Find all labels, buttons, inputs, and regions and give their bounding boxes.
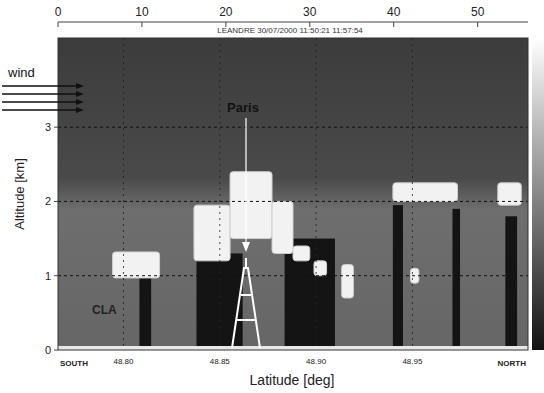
wind-arrow bbox=[2, 93, 80, 95]
y-axis-label: Altitude [km] bbox=[12, 158, 27, 230]
wind-arrow-head bbox=[76, 83, 84, 89]
plot-background bbox=[58, 38, 528, 350]
x-axis-label: Latitude [deg] bbox=[250, 372, 335, 388]
tick bbox=[54, 350, 58, 351]
tick-label: 2 bbox=[45, 195, 51, 207]
layer-label: CLA bbox=[92, 303, 117, 317]
tick bbox=[393, 22, 394, 27]
grid-line bbox=[58, 127, 528, 128]
title: LEANDRE 30/07/2000 11:50:21 11:57:54 bbox=[217, 26, 363, 35]
cloud-shadow bbox=[505, 216, 517, 350]
grid-line bbox=[123, 38, 124, 350]
north-label: NORTH bbox=[498, 359, 527, 368]
grid-line bbox=[58, 201, 528, 202]
wind-label: wind bbox=[7, 65, 35, 80]
tick bbox=[54, 201, 58, 202]
cloud bbox=[230, 172, 272, 239]
frame bbox=[58, 38, 528, 350]
cloud-shadow bbox=[285, 239, 335, 350]
cloud bbox=[194, 205, 230, 261]
tick-label: 48.95 bbox=[402, 357, 423, 366]
grid-line bbox=[58, 275, 528, 276]
tick-label: 48.85 bbox=[210, 357, 231, 366]
south-label: SOUTH bbox=[60, 359, 88, 368]
top-axis bbox=[58, 22, 528, 23]
city-label: Paris bbox=[227, 100, 259, 115]
tick-label: 10 bbox=[135, 5, 149, 19]
tick bbox=[54, 275, 58, 276]
cloud-shadow bbox=[393, 205, 403, 350]
cloud bbox=[113, 252, 160, 278]
plot-area bbox=[58, 172, 528, 350]
tick-label: 48.90 bbox=[306, 357, 327, 366]
tick-label: 1 bbox=[45, 270, 51, 282]
arrow bbox=[245, 118, 246, 250]
tick bbox=[477, 22, 478, 27]
cloud-shadow bbox=[139, 278, 151, 350]
tick-label: 0 bbox=[55, 5, 62, 19]
cloud bbox=[393, 183, 458, 202]
tick-label: 50 bbox=[471, 5, 485, 19]
wind-arrow-head bbox=[76, 107, 84, 113]
tick-label: 3 bbox=[45, 121, 51, 133]
wind-arrow bbox=[2, 85, 80, 87]
cloud-shadow bbox=[452, 209, 460, 350]
grid-line bbox=[412, 38, 413, 350]
cloud bbox=[342, 265, 354, 298]
tick bbox=[58, 22, 59, 27]
wind-arrow bbox=[2, 109, 80, 111]
tick-label: 0 bbox=[45, 344, 51, 356]
tick bbox=[54, 127, 58, 128]
tick-label: 20 bbox=[219, 5, 233, 19]
wind-arrow-head bbox=[76, 99, 84, 105]
cloud bbox=[293, 246, 310, 261]
eiffel-tower bbox=[232, 258, 260, 348]
arrow-head bbox=[242, 242, 250, 252]
tick-label: 30 bbox=[303, 5, 317, 19]
color-strip bbox=[532, 38, 544, 350]
wind-arrow-head bbox=[76, 91, 84, 97]
grid-line bbox=[219, 38, 220, 350]
chart: ParisCLA01020304050LEANDRE 30/07/2000 11… bbox=[0, 0, 544, 393]
tick-label: 48.80 bbox=[113, 357, 134, 366]
tick-label: 40 bbox=[387, 5, 401, 19]
tick bbox=[141, 22, 142, 27]
wind-arrow bbox=[2, 101, 80, 103]
grid-line bbox=[316, 38, 317, 350]
ground-return bbox=[58, 346, 528, 350]
cloud bbox=[272, 201, 293, 253]
